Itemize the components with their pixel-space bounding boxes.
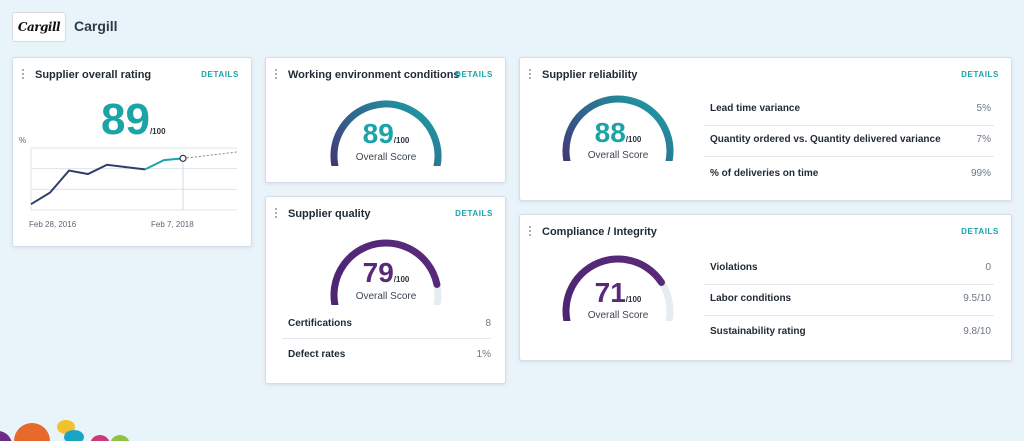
metric-value: 1%	[476, 349, 491, 360]
metric-label: Defect rates	[288, 349, 346, 360]
decorative-shapes	[0, 420, 130, 441]
green-blob	[110, 435, 130, 441]
row-divider	[704, 315, 994, 316]
details-link[interactable]: DETAILS	[961, 70, 999, 79]
magenta-blob	[90, 435, 110, 441]
gauge-fill	[562, 95, 674, 192]
x-start-label: Feb 28, 2016	[29, 220, 77, 229]
details-link[interactable]: DETAILS	[201, 70, 239, 79]
reliability-score-gauge: 88/100 Overall Score	[558, 91, 678, 192]
gauge-score: 88/100	[558, 119, 678, 147]
card-menu-icon[interactable]	[528, 226, 532, 238]
gauge-arc	[562, 95, 674, 192]
details-link[interactable]: DETAILS	[961, 227, 999, 236]
card-menu-icon[interactable]	[274, 208, 278, 220]
working-score-gauge: 89/100 Overall Score	[326, 96, 446, 197]
row-divider	[704, 284, 994, 285]
logo-wordmark: Cargill	[17, 20, 61, 34]
metric-value: 7%	[976, 134, 991, 145]
details-link[interactable]: DETAILS	[455, 209, 493, 218]
gauge-label: Overall Score	[587, 150, 649, 161]
gauge-score-value: 88	[594, 117, 626, 148]
compliance-integrity-card: Compliance / Integrity DETAILS 71/100 Ov…	[519, 214, 1012, 361]
gauge-label: Overall Score	[587, 310, 649, 321]
gauge-score: 79/100	[326, 259, 446, 287]
metric-label: Certifications	[288, 318, 352, 329]
gauge-score-max: /100	[393, 136, 410, 145]
gauge-fill	[330, 100, 442, 197]
score-value: 89	[101, 95, 150, 144]
overall-score: 89/100	[101, 98, 166, 142]
gauge-score: 89/100	[326, 120, 446, 148]
gauge-score: 71/100	[558, 279, 678, 307]
y-unit-label: %	[19, 136, 27, 145]
gauge-score-value: 89	[362, 118, 394, 149]
gauge-label: Overall Score	[355, 291, 417, 302]
x-end-label: Feb 7, 2018	[151, 220, 194, 229]
gauge-score-max: /100	[393, 275, 410, 284]
series-line-recent	[144, 157, 184, 171]
details-link[interactable]: DETAILS	[455, 70, 493, 79]
metric-label: Sustainability rating	[710, 326, 806, 337]
purple-blob	[0, 431, 12, 441]
row-divider	[704, 125, 994, 126]
supplier-reliability-card: Supplier reliability DETAILS 88/100 Over…	[519, 57, 1012, 201]
supplier-quality-card: Supplier quality DETAILS 79/100 Overall …	[265, 196, 506, 384]
app-header: Cargill Cargill	[0, 0, 1024, 52]
metric-value: 9.8/10	[963, 326, 991, 337]
metric-label: Labor conditions	[710, 293, 792, 304]
card-title: Supplier quality	[288, 208, 371, 220]
overall-rating-card: Supplier overall rating DETAILS 89/100 %…	[12, 57, 252, 247]
metric-label: Quantity ordered vs. Quantity delivered …	[710, 134, 941, 145]
metric-value: 8	[485, 318, 491, 329]
card-menu-icon[interactable]	[528, 69, 532, 81]
gauge-score-max: /100	[625, 135, 642, 144]
metric-label: Lead time variance	[710, 103, 801, 114]
metric-row: Violations 0	[710, 262, 991, 274]
metric-row: Quantity ordered vs. Quantity delivered …	[710, 134, 991, 146]
quality-score-gauge: 79/100 Overall Score	[326, 235, 446, 336]
score-max: /100	[149, 127, 166, 136]
metric-value: 9.5/10	[963, 293, 991, 304]
metric-value: 0	[985, 262, 991, 273]
card-title: Working environment conditions	[288, 69, 460, 81]
metric-row: Lead time variance 5%	[710, 103, 991, 115]
cyan-blob	[64, 430, 84, 441]
metric-row: Labor conditions 9.5/10	[710, 293, 991, 305]
metric-row: Certifications 8	[288, 318, 491, 330]
metric-value: 99%	[970, 168, 991, 179]
card-title: Supplier overall rating	[35, 69, 152, 81]
metric-value: 5%	[976, 103, 991, 114]
current-point	[179, 154, 187, 162]
gauge-arc	[330, 100, 442, 197]
row-divider	[282, 338, 491, 339]
metric-label: % of deliveries on time	[710, 168, 819, 179]
projection-line	[182, 151, 238, 159]
rating-trend-chart	[30, 147, 238, 211]
gauge-score-max: /100	[625, 295, 642, 304]
metric-row: Defect rates 1%	[288, 349, 491, 361]
company-name: Cargill	[74, 18, 118, 34]
metric-label: Violations	[710, 262, 758, 273]
gauge-score-value: 79	[362, 257, 394, 288]
card-menu-icon[interactable]	[274, 69, 278, 81]
gauge-label: Overall Score	[355, 152, 417, 163]
working-environment-card: Working environment conditions DETAILS 8…	[265, 57, 506, 197]
compliance-score-gauge: 71/100 Overall Score	[558, 251, 678, 352]
metric-row: Sustainability rating 9.8/10	[710, 326, 991, 338]
series-line-history	[30, 163, 146, 206]
card-title: Compliance / Integrity	[542, 226, 657, 238]
card-menu-icon[interactable]	[21, 69, 25, 81]
orange-blob	[14, 423, 50, 441]
company-logo[interactable]: Cargill	[12, 12, 66, 42]
card-title: Supplier reliability	[542, 69, 638, 81]
gauge-score-value: 71	[594, 277, 626, 308]
metric-row: % of deliveries on time 99%	[710, 168, 991, 180]
row-divider	[704, 156, 994, 157]
